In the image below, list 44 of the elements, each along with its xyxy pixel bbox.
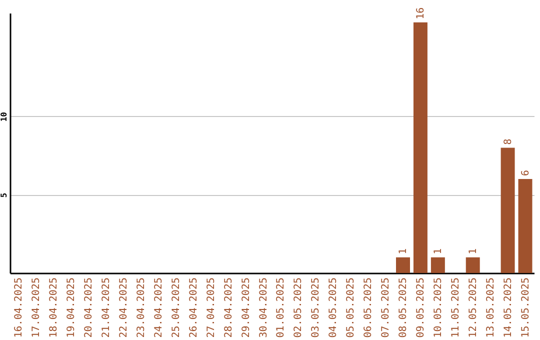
data-label: 16 [415, 7, 426, 20]
data-label: 1 [468, 248, 479, 254]
x-tick-label: 05.05.2025 [346, 278, 357, 338]
x-tick-label: 15.05.2025 [520, 278, 532, 338]
bar [396, 257, 410, 273]
x-tick-label: 10.05.2025 [432, 278, 444, 338]
x-tick-label: 16.04.2025 [14, 278, 25, 338]
x-tick-label: 24.04.2025 [153, 278, 164, 338]
bar [466, 257, 480, 273]
x-tick-label: 17.04.2025 [31, 278, 42, 338]
bar [518, 179, 532, 273]
x-tick-label: 18.04.2025 [48, 278, 60, 338]
x-tick-label: 08.05.2025 [398, 278, 409, 338]
data-label: 1 [432, 248, 444, 254]
data-label: 6 [520, 170, 532, 176]
x-tick-label: 07.05.2025 [380, 278, 392, 338]
x-tick-label: 01.05.2025 [276, 278, 287, 338]
x-tick-label: 27.04.2025 [206, 278, 217, 338]
x-tick-label: 09.05.2025 [415, 278, 426, 338]
x-tick-label: 25.04.2025 [170, 278, 182, 338]
x-tick-label: 28.04.2025 [223, 278, 234, 338]
x-tick-label: 04.05.2025 [328, 278, 340, 338]
x-tick-label: 21.04.2025 [101, 278, 112, 338]
data-label: 1 [398, 248, 409, 254]
x-tick-label: 06.05.2025 [363, 278, 374, 338]
x-tick-label: 12.05.2025 [468, 278, 479, 338]
x-tick-label: 11.05.2025 [450, 278, 462, 338]
y-tick-label: 5 [0, 192, 8, 198]
x-tick-label: 13.05.2025 [485, 278, 496, 338]
x-tick-label: 14.05.2025 [502, 278, 514, 338]
x-tick-label: 30.04.2025 [258, 278, 270, 338]
x-tick-label: 02.05.2025 [293, 278, 304, 338]
y-tick-label: 10 [0, 112, 8, 122]
x-tick-label: 03.05.2025 [310, 278, 322, 338]
bar [500, 148, 515, 273]
x-tick-label: 19.04.2025 [66, 278, 78, 338]
x-tick-label: 20.04.2025 [84, 278, 95, 338]
data-label: 8 [502, 138, 514, 145]
bar [430, 257, 445, 273]
x-tick-label: 26.04.2025 [188, 278, 200, 338]
x-tick-label: 22.04.2025 [118, 278, 130, 338]
bar [413, 22, 428, 273]
x-tick-label: 29.04.2025 [240, 278, 252, 338]
x-tick-label: 23.04.2025 [136, 278, 147, 338]
